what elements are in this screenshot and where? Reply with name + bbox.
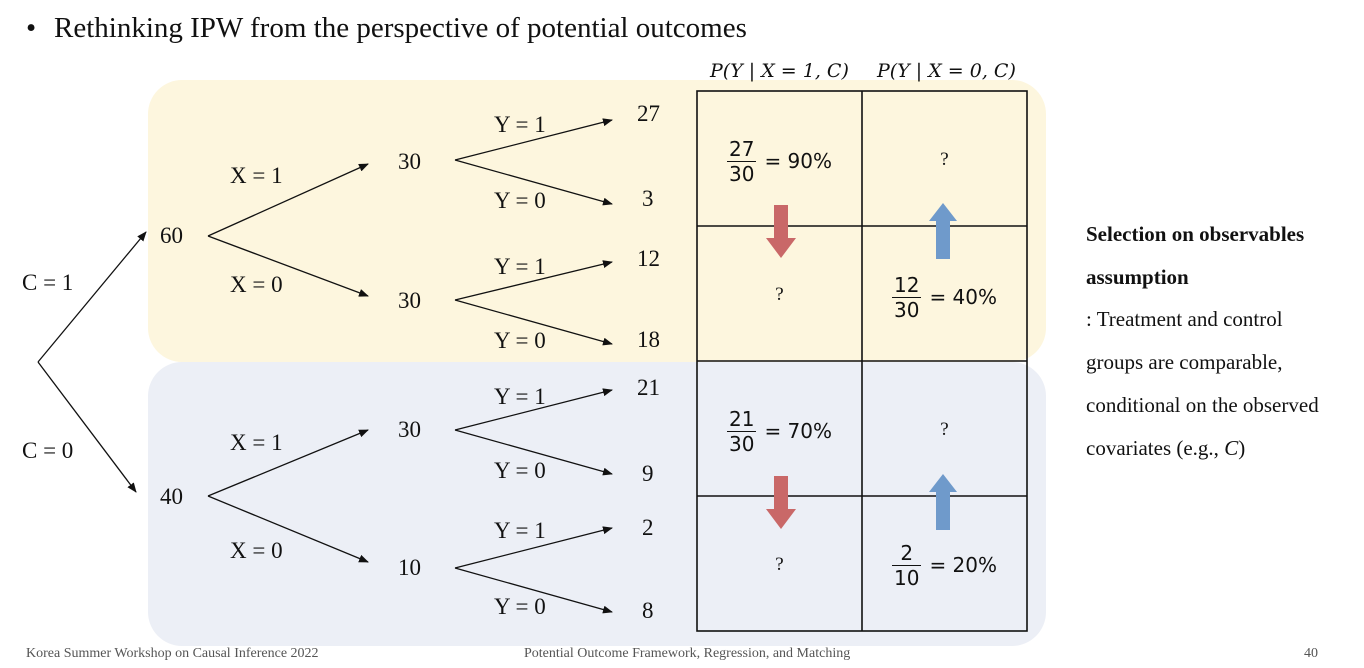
y0-label-2: Y = 0 (494, 328, 546, 353)
cell-r2-c1: ? (775, 284, 784, 305)
side-note-line-4-suffix: ) (1238, 436, 1246, 460)
leaf-7: 2 (642, 515, 654, 540)
cell-r1-c1: 27 30 = 90% (697, 126, 862, 196)
bottom-group-panel (148, 362, 1046, 646)
c0-x0-label: X = 0 (230, 538, 283, 563)
col1-header: P(Y | X = 1, C) (710, 60, 849, 82)
cell-r1-c2: ? (940, 149, 949, 170)
slide-title: • Rethinking IPW from the perspective of … (26, 12, 747, 45)
down-arrow-icon-top (766, 205, 796, 258)
y0-label-1: Y = 0 (494, 188, 546, 213)
y0-label-3: Y = 0 (494, 458, 546, 483)
page-number: 40 (1304, 646, 1318, 661)
leaf-3: 12 (637, 246, 660, 271)
c1-x1-label: X = 1 (230, 163, 283, 188)
edge-root-c1 (37, 231, 147, 363)
fraction-den: 30 (726, 430, 757, 456)
edge-leaf-2 (454, 159, 613, 206)
leaf-5: 21 (637, 375, 660, 400)
fraction-r2: 12 30 (891, 272, 922, 322)
percent-text: = 20% (929, 553, 998, 577)
percent-text: = 90% (764, 149, 833, 173)
edge-leaf-1 (454, 118, 613, 161)
y1-label-3: Y = 1 (494, 384, 546, 409)
leaf-2: 3 (642, 186, 654, 211)
fraction-r3: 21 30 (726, 406, 757, 456)
percent-text: = 40% (929, 285, 998, 309)
cell-r3-c2: ? (940, 419, 949, 440)
side-note-line-4: covariates (e.g., C) (1086, 436, 1245, 461)
c0x0-count: 10 (398, 555, 421, 580)
side-note-title-2: assumption (1086, 265, 1189, 289)
top-group-panel (148, 80, 1046, 362)
edge-leaf-3 (454, 260, 613, 301)
c1-label: C = 1 (22, 270, 74, 295)
up-arrow-icon-top (929, 203, 957, 259)
side-note-line-3: conditional on the observed (1086, 393, 1319, 417)
side-note-title-1: Selection on observables (1086, 222, 1305, 246)
edge-leaf-4 (454, 299, 613, 346)
cell-r4-c1: ? (775, 554, 784, 575)
c1x1-count: 30 (398, 149, 421, 174)
edge-c0-x0 (207, 495, 369, 563)
col2-header: P(Y | X = 0, C) (877, 60, 1016, 82)
c1x0-count: 30 (398, 288, 421, 313)
edge-c1-x0 (207, 235, 369, 297)
bullet-text: Rethinking IPW from the perspective of p… (54, 12, 747, 44)
fraction-num: 21 (728, 406, 755, 431)
edge-c0-x1 (207, 429, 369, 497)
fraction-den: 30 (891, 296, 922, 322)
c0x1-count: 30 (398, 417, 421, 442)
c0-x1-label: X = 1 (230, 430, 283, 455)
down-arrow-icon-bottom (766, 476, 796, 529)
fraction-num: 2 (900, 540, 914, 565)
edge-leaf-7 (454, 526, 613, 569)
cell-r3-c1: 21 30 = 70% (697, 396, 862, 466)
y1-label-4: Y = 1 (494, 518, 546, 543)
side-note-line-1: : Treatment and control (1086, 307, 1283, 331)
percent-text: = 70% (764, 419, 833, 443)
footer-center: Potential Outcome Framework, Regression,… (524, 646, 851, 661)
fraction-den: 10 (891, 564, 922, 590)
c0-count: 40 (160, 484, 183, 509)
edge-leaf-5 (454, 388, 613, 431)
leaf-8: 8 (642, 598, 654, 623)
c1-x0-label: X = 0 (230, 272, 283, 297)
side-note-line-4-prefix: covariates (e.g., (1086, 436, 1225, 460)
edge-leaf-6 (454, 429, 613, 476)
c0-label: C = 0 (22, 438, 74, 463)
fraction-den: 30 (726, 160, 757, 186)
c1-count: 60 (160, 223, 183, 248)
up-arrow-icon-bottom (929, 474, 957, 530)
y0-label-4: Y = 0 (494, 594, 546, 619)
bullet-icon: • (26, 12, 37, 44)
leaf-6: 9 (642, 461, 654, 486)
edge-leaf-8 (454, 567, 613, 614)
y1-label-2: Y = 1 (494, 254, 546, 279)
side-note-line-2: groups are comparable, (1086, 350, 1283, 374)
edge-c1-x1 (207, 163, 369, 237)
footer-left: Korea Summer Workshop on Causal Inferenc… (26, 646, 319, 661)
cell-r2-c2: 12 30 = 40% (862, 262, 1027, 332)
edge-root-c0 (37, 361, 137, 493)
leaf-4: 18 (637, 327, 660, 352)
fraction-r1: 27 30 (726, 136, 757, 186)
cell-r4-c2: 2 10 = 20% (862, 530, 1027, 600)
fraction-num: 27 (728, 136, 755, 161)
fraction-num: 12 (893, 272, 920, 297)
leaf-1: 27 (637, 101, 660, 126)
fraction-r4: 2 10 (891, 540, 922, 590)
side-note-line-4-var: C (1224, 436, 1239, 460)
y1-label-1: Y = 1 (494, 112, 546, 137)
